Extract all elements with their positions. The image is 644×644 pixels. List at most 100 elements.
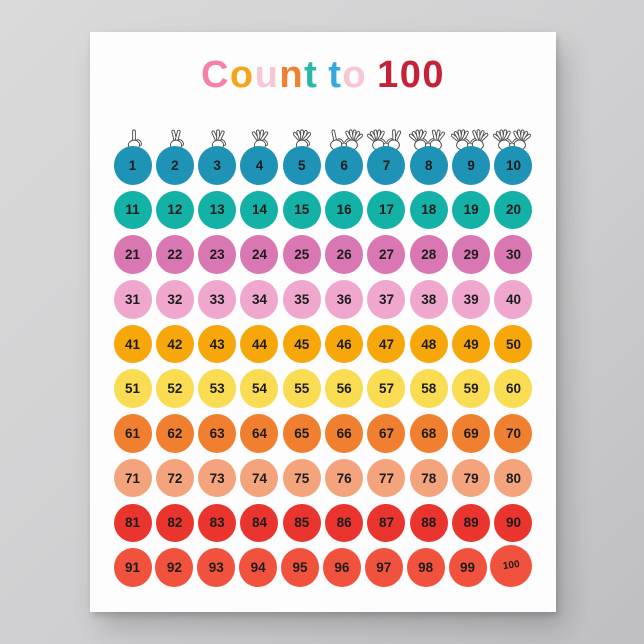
number-label: 63: [209, 425, 225, 441]
number-label: 69: [463, 425, 479, 441]
number-circle-77: 77: [367, 458, 406, 498]
number-label: 74: [251, 470, 267, 486]
number-circle-28: 28: [409, 235, 448, 274]
number-label: 20: [505, 202, 521, 218]
number-label: 54: [251, 381, 267, 397]
number-circle-92: 92: [155, 548, 194, 587]
number-circle-90: 90: [494, 503, 533, 542]
number-label: 81: [124, 515, 141, 531]
number-label: 62: [167, 425, 183, 441]
number-circle-44: 44: [240, 324, 279, 364]
title-letter: o: [229, 54, 255, 96]
counting-hand-icon-10: [491, 128, 533, 151]
number-circle-68: 68: [409, 414, 448, 453]
number-label: 73: [209, 470, 225, 486]
number-circle-26: 26: [325, 235, 364, 274]
number-label: 35: [294, 291, 310, 307]
number-circle-19: 19: [452, 190, 491, 230]
number-circle-23: 23: [198, 235, 237, 274]
number-circle-75: 75: [282, 458, 321, 498]
number-label: 53: [209, 381, 225, 397]
number-label: 44: [251, 336, 267, 352]
number-circle-25: 25: [282, 235, 321, 274]
number-label: 12: [167, 202, 183, 218]
number-label: 88: [421, 515, 437, 531]
number-label: 13: [209, 202, 225, 218]
number-circle-64: 64: [240, 414, 279, 453]
number-circle-69: 69: [452, 414, 491, 453]
number-label: 4: [255, 157, 264, 173]
number-label: 91: [124, 559, 141, 575]
number-circle-86: 86: [325, 503, 364, 542]
number-circle-56: 56: [325, 369, 364, 408]
number-label: 96: [334, 559, 350, 575]
number-label: 8: [425, 157, 433, 173]
number-label: 89: [463, 515, 479, 531]
number-circle-51: 51: [113, 369, 152, 408]
number-circle-76: 76: [325, 458, 364, 498]
number-label: 48: [421, 336, 437, 352]
number-label: 93: [208, 559, 224, 575]
counting-hand-icon-7: [365, 128, 407, 151]
title-letter: 0: [399, 54, 423, 96]
number-circle-6: 6: [325, 146, 364, 185]
number-label: 67: [378, 425, 394, 441]
title-letter: 1: [377, 54, 400, 96]
number-label: 55: [294, 381, 310, 397]
number-label: 97: [376, 559, 392, 575]
number-circle-54: 54: [240, 369, 279, 408]
number-circle-21: 21: [113, 235, 152, 274]
number-circle-36: 36: [325, 280, 364, 319]
number-circle-82: 82: [155, 503, 194, 542]
number-label: 47: [378, 336, 394, 352]
number-circle-94: 94: [239, 548, 278, 587]
number-label: 98: [418, 559, 434, 575]
number-circle-2: 2: [155, 146, 194, 185]
number-circle-96: 96: [322, 548, 361, 587]
number-label: 41: [124, 336, 141, 352]
number-circle-38: 38: [409, 280, 448, 319]
number-label: 50: [505, 336, 521, 352]
number-circle-22: 22: [155, 235, 194, 274]
number-label: 52: [167, 381, 183, 397]
number-label: 14: [251, 202, 267, 218]
counting-hand-icon-8: [407, 128, 449, 151]
number-label: 100: [502, 559, 521, 573]
number-label: 42: [167, 336, 183, 352]
number-label: 58: [421, 381, 437, 397]
number-label: 92: [166, 559, 182, 575]
number-label: 40: [505, 291, 521, 307]
number-circle-87: 87: [367, 503, 406, 542]
grid-row-3: 21 22 23 24 25 26 27 28 29 30: [113, 235, 533, 274]
number-label: 64: [251, 425, 267, 441]
number-circle-27: 27: [367, 235, 406, 274]
grid-row-8: 71 72 73 74 75 76 77 78 79 80: [113, 458, 533, 498]
number-label: 78: [421, 470, 437, 486]
number-circle-7: 7: [367, 146, 406, 185]
number-label: 18: [421, 202, 437, 218]
number-circle-70: 70: [494, 414, 533, 453]
number-label: 79: [463, 470, 479, 486]
number-circle-93: 93: [197, 548, 236, 587]
number-label: 34: [251, 291, 267, 307]
number-circle-63: 63: [198, 414, 237, 453]
number-label: 28: [421, 247, 437, 263]
number-label: 75: [294, 470, 310, 486]
grid-row-1: 1 2 3 4 5 6 7 8 9 10: [113, 146, 533, 185]
number-label: 38: [421, 291, 437, 307]
number-label: 36: [336, 291, 352, 307]
number-label: 72: [167, 470, 183, 486]
number-circle-1: 1: [113, 146, 152, 185]
number-circle-67: 67: [367, 414, 406, 453]
counting-hand-icon-9: [449, 128, 491, 151]
number-label: 1: [128, 157, 137, 173]
title-letter: o: [342, 54, 368, 96]
poster-title: Count to 100: [90, 54, 556, 96]
number-circle-10: 10: [494, 146, 533, 185]
grid-row-2: 11 12 13 14 15 16 17 18 19 20: [113, 190, 533, 230]
number-label: 7: [382, 157, 391, 173]
number-label: 33: [209, 291, 225, 307]
grid-row-7: 61 62 63 64 65 66 67 68 69 70: [113, 414, 533, 453]
number-label: 21: [124, 247, 141, 263]
number-label: 49: [463, 336, 479, 352]
